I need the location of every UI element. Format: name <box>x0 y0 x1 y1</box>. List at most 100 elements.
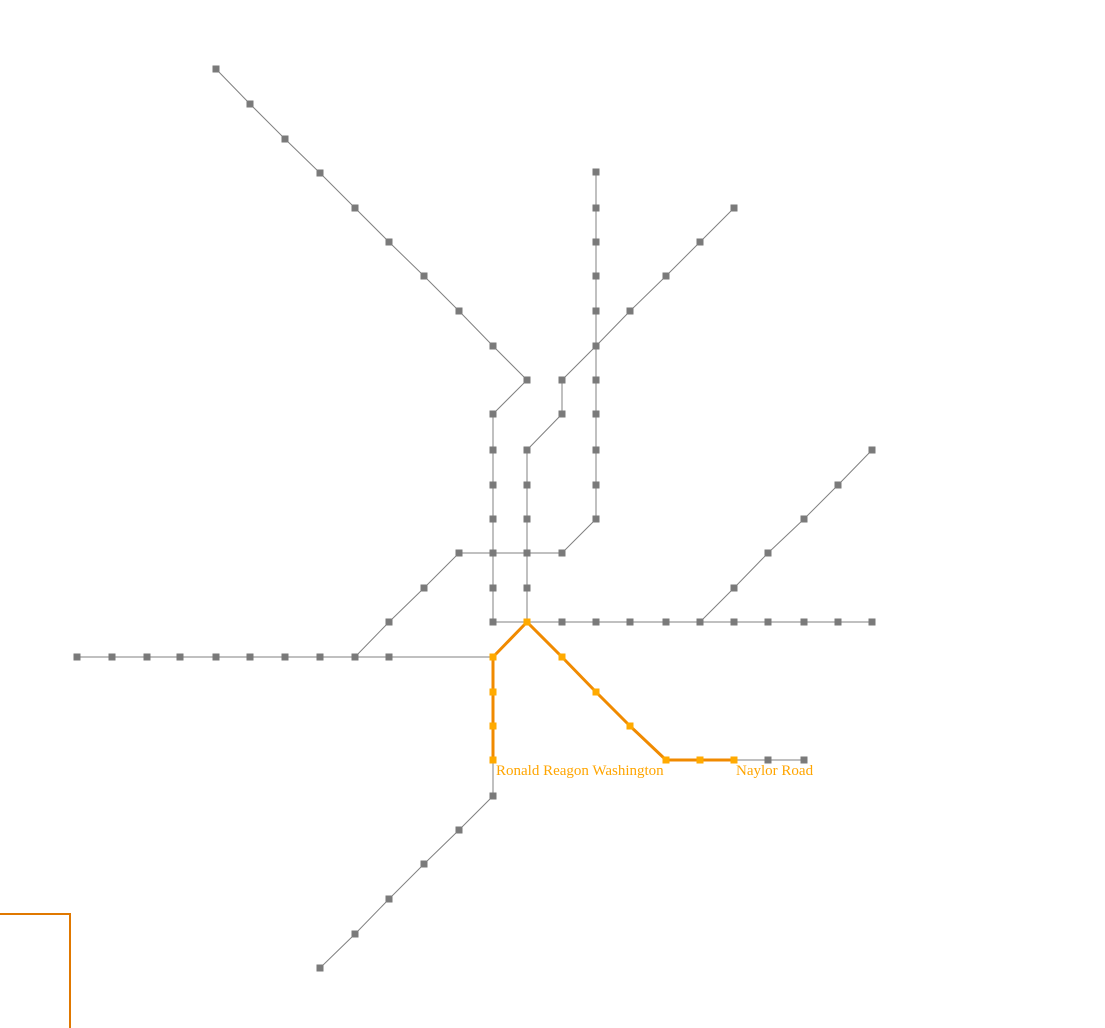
station-marker[interactable] <box>246 653 254 661</box>
station-marker[interactable] <box>834 481 842 489</box>
highlighted-route <box>491 620 734 762</box>
station-marker[interactable] <box>662 272 670 280</box>
station-marker[interactable] <box>868 618 876 626</box>
station-marker[interactable] <box>316 964 324 972</box>
station-marker[interactable] <box>558 618 566 626</box>
station-marker[interactable] <box>385 653 393 661</box>
station-marker[interactable] <box>558 376 566 384</box>
station-marker[interactable] <box>523 584 531 592</box>
station-marker[interactable] <box>73 653 81 661</box>
metro-line-1 <box>215 68 528 623</box>
station-marker[interactable] <box>523 515 531 523</box>
route-station-marker[interactable] <box>489 722 497 730</box>
station-marker[interactable] <box>523 446 531 454</box>
station-marker[interactable] <box>523 376 531 384</box>
station-marker[interactable] <box>385 895 393 903</box>
station-marker[interactable] <box>420 272 428 280</box>
station-marker[interactable] <box>316 169 324 177</box>
station-marker[interactable] <box>351 930 359 938</box>
route-station-marker[interactable] <box>489 756 497 764</box>
station-marker[interactable] <box>592 307 600 315</box>
station-marker[interactable] <box>143 653 151 661</box>
route-station-marker[interactable] <box>730 756 738 764</box>
station-marker[interactable] <box>108 653 116 661</box>
station-marker[interactable] <box>351 653 359 661</box>
station-marker[interactable] <box>351 204 359 212</box>
destination-station-label[interactable]: Naylor Road <box>736 763 814 779</box>
station-marker[interactable] <box>592 376 600 384</box>
route-station-marker[interactable] <box>489 688 497 696</box>
station-marker[interactable] <box>489 342 497 350</box>
station-marker[interactable] <box>558 549 566 557</box>
station-marker[interactable] <box>455 307 463 315</box>
station-marker[interactable] <box>592 515 600 523</box>
station-marker[interactable] <box>696 238 704 246</box>
station-marker[interactable] <box>662 618 670 626</box>
station-marker[interactable] <box>489 584 497 592</box>
station-marker[interactable] <box>489 410 497 418</box>
station-marker[interactable] <box>730 618 738 626</box>
metro-stations <box>73 65 876 972</box>
station-marker[interactable] <box>489 481 497 489</box>
station-marker[interactable] <box>800 618 808 626</box>
station-marker[interactable] <box>800 756 808 764</box>
route-station-marker[interactable] <box>626 722 634 730</box>
station-marker[interactable] <box>176 653 184 661</box>
station-marker[interactable] <box>592 238 600 246</box>
station-marker[interactable] <box>420 584 428 592</box>
station-marker[interactable] <box>281 135 289 143</box>
station-marker[interactable] <box>455 549 463 557</box>
station-marker[interactable] <box>592 618 600 626</box>
station-marker[interactable] <box>316 653 324 661</box>
station-marker[interactable] <box>489 549 497 557</box>
station-marker[interactable] <box>489 792 497 800</box>
station-marker[interactable] <box>212 653 220 661</box>
station-marker[interactable] <box>592 410 600 418</box>
station-marker[interactable] <box>626 307 634 315</box>
station-marker[interactable] <box>868 446 876 454</box>
route-station-marker[interactable] <box>523 618 531 626</box>
station-marker[interactable] <box>764 549 772 557</box>
route-station-marker[interactable] <box>558 653 566 661</box>
route-station-marker[interactable] <box>592 688 600 696</box>
station-marker[interactable] <box>696 618 704 626</box>
station-marker[interactable] <box>834 618 842 626</box>
metro-line-6 <box>699 449 873 623</box>
route-station-marker[interactable] <box>662 756 670 764</box>
station-marker[interactable] <box>246 100 254 108</box>
station-marker[interactable] <box>455 826 463 834</box>
station-marker[interactable] <box>385 618 393 626</box>
station-marker[interactable] <box>592 272 600 280</box>
station-marker[interactable] <box>420 860 428 868</box>
route-station-marker[interactable] <box>489 653 497 661</box>
station-marker[interactable] <box>523 549 531 557</box>
station-marker[interactable] <box>489 618 497 626</box>
station-marker[interactable] <box>212 65 220 73</box>
station-marker[interactable] <box>764 618 772 626</box>
legend-box-corner <box>0 913 71 1028</box>
station-marker[interactable] <box>764 756 772 764</box>
station-marker[interactable] <box>730 204 738 212</box>
station-marker[interactable] <box>385 238 393 246</box>
metro-line-7 <box>319 657 494 969</box>
station-marker[interactable] <box>592 481 600 489</box>
metro-line-2 <box>526 207 735 622</box>
station-marker[interactable] <box>281 653 289 661</box>
metro-line-3 <box>354 172 597 658</box>
route-station-marker[interactable] <box>696 756 704 764</box>
station-marker[interactable] <box>592 168 600 176</box>
station-marker[interactable] <box>489 515 497 523</box>
station-marker[interactable] <box>592 204 600 212</box>
metro-line-8 <box>526 621 804 761</box>
station-marker[interactable] <box>592 446 600 454</box>
station-marker[interactable] <box>489 446 497 454</box>
origin-station-label[interactable]: Ronald Reagon Washington <box>496 763 664 779</box>
station-marker[interactable] <box>523 481 531 489</box>
station-marker[interactable] <box>558 410 566 418</box>
station-marker[interactable] <box>626 618 634 626</box>
station-marker[interactable] <box>730 584 738 592</box>
station-marker[interactable] <box>800 515 808 523</box>
station-marker[interactable] <box>592 342 600 350</box>
route-labels: Ronald Reagon Washington Naylor Road <box>496 763 814 779</box>
